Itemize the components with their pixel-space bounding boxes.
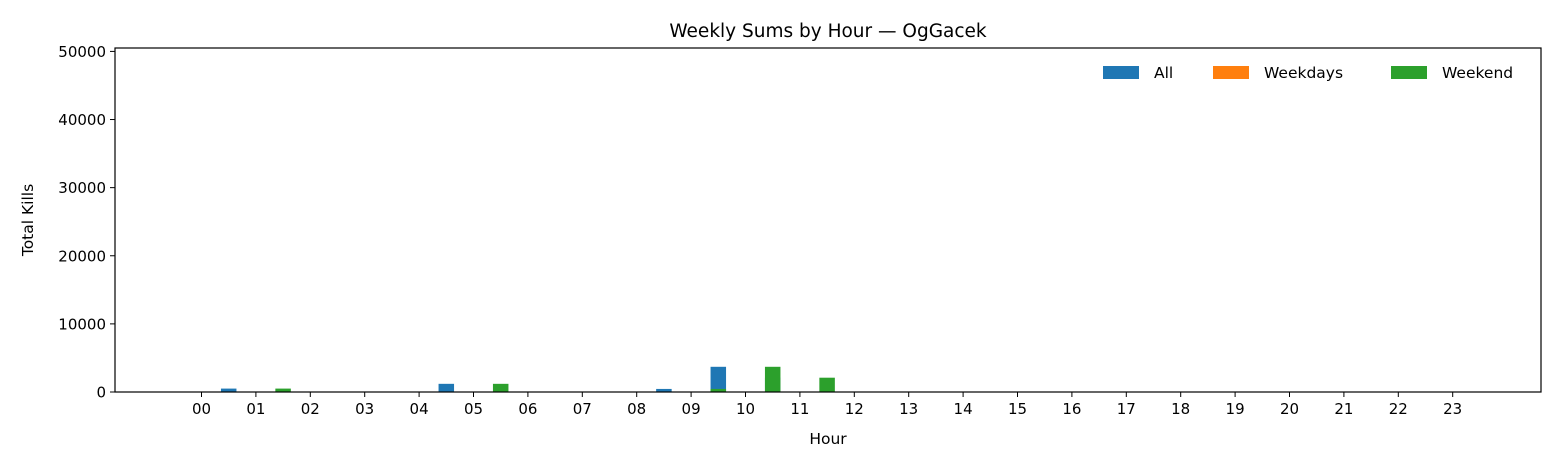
x-tick-label: 07	[573, 400, 592, 418]
bar-weekend-05	[492, 383, 509, 392]
x-tick-label: 09	[682, 400, 701, 418]
y-tick-label: 30000	[58, 179, 106, 197]
x-tick-label: 14	[954, 400, 973, 418]
x-tick-label: 22	[1389, 400, 1408, 418]
legend: All Weekdays Weekend	[1103, 64, 1513, 82]
x-tick-label: 21	[1334, 400, 1353, 418]
y-tick-label: 40000	[58, 111, 106, 129]
x-tick-label: 02	[301, 400, 320, 418]
y-tick-label: 50000	[58, 43, 106, 61]
x-tick-label: 03	[355, 400, 374, 418]
bar-all-01	[220, 388, 237, 392]
x-tick-label: 00	[192, 400, 211, 418]
x-axis: 00 01 02 03 04 05 06 07 08 09 10 11 12 13 14 15 16 17 18 19…	[192, 392, 1462, 418]
bar-weekend-01	[275, 388, 291, 392]
bar-all-05	[438, 383, 455, 392]
bar-weekend-10	[764, 366, 781, 392]
bar-all-10	[710, 366, 727, 392]
x-tick-label: 08	[627, 400, 646, 418]
y-tick-label: 10000	[58, 315, 106, 333]
x-tick-label: 04	[410, 400, 429, 418]
y-axis-title: Total Kills	[19, 184, 37, 257]
legend-label-all: All	[1154, 64, 1173, 82]
x-tick-label: 18	[1171, 400, 1190, 418]
bars-group	[220, 366, 835, 392]
bar-weekend-09	[710, 388, 727, 392]
y-axis: 0 10000 20000 30000 40000 50000	[58, 43, 115, 402]
legend-swatch-weekdays	[1213, 66, 1249, 79]
x-tick-label: 19	[1226, 400, 1245, 418]
x-tick-label: 01	[246, 400, 265, 418]
legend-swatch-weekend	[1391, 66, 1427, 79]
x-tick-label: 20	[1280, 400, 1299, 418]
chart-title: Weekly Sums by Hour — OgGacek	[669, 21, 987, 42]
plot-frame	[114, 47, 1542, 393]
legend-label-weekdays: Weekdays	[1264, 64, 1343, 82]
bar-weekend-11	[819, 377, 835, 392]
x-tick-label: 06	[518, 400, 537, 418]
x-tick-label: 12	[845, 400, 864, 418]
y-tick-label: 20000	[58, 247, 106, 265]
legend-label-weekend: Weekend	[1442, 64, 1513, 82]
x-tick-label: 16	[1062, 400, 1081, 418]
legend-swatch-all	[1103, 66, 1139, 79]
x-tick-label: 13	[899, 400, 918, 418]
x-tick-label: 05	[464, 400, 483, 418]
x-axis-title: Hour	[809, 430, 847, 448]
x-tick-label: 15	[1008, 400, 1027, 418]
bar-all-09	[656, 388, 672, 392]
x-tick-label: 11	[790, 400, 809, 418]
x-tick-label: 17	[1117, 400, 1136, 418]
x-tick-label: 10	[736, 400, 755, 418]
x-tick-label: 23	[1443, 400, 1462, 418]
y-tick-label: 0	[96, 384, 106, 402]
